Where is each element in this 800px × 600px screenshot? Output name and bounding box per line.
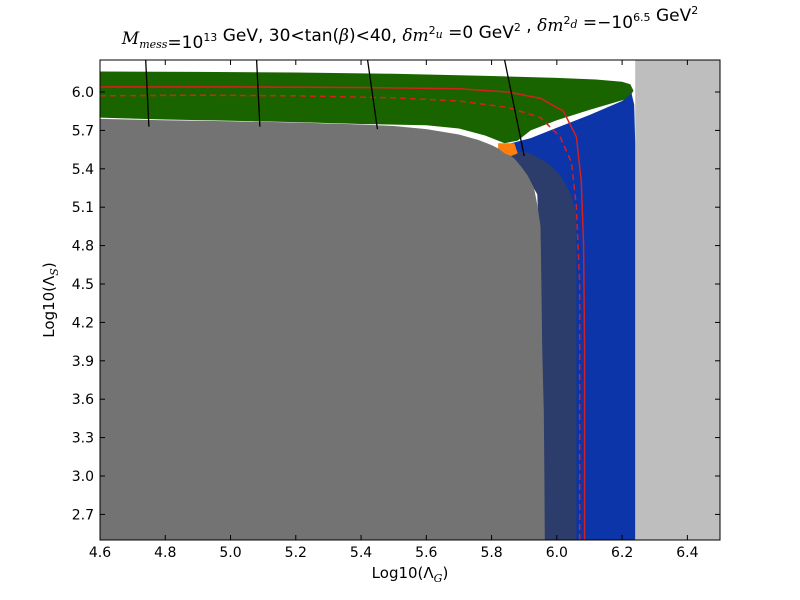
x-axis-ticks: 4.6 4.8 5.0 5.2 5.4 5.6 5.8 6.0 6.2 6.4 [89, 60, 699, 561]
x-tick-label: 5.0 [219, 545, 241, 561]
red-curve-0 [100, 86, 586, 540]
title-part: =0 GeV [443, 23, 515, 43]
title-part: , [521, 16, 537, 36]
plot-frame [99, 59, 721, 541]
y-tick-label: 5.4 [72, 162, 94, 178]
y-tick-label: 4.8 [72, 239, 94, 255]
title-part: 2 [563, 14, 570, 27]
title-part: d [570, 18, 577, 31]
light-gray-region-0 [635, 60, 720, 540]
title-part: 6.5 [633, 11, 651, 24]
region-layer [100, 60, 720, 540]
x-tick-label: 5.4 [350, 545, 372, 561]
x-tick-label: 6.2 [611, 545, 633, 561]
line-layer [100, 60, 586, 540]
orange-region-5 [498, 143, 518, 156]
gray-region-4 [100, 118, 545, 540]
x-tick-label: 5.2 [285, 545, 307, 561]
x-tick-label: 5.8 [480, 545, 502, 561]
y-tick-label: 6.0 [72, 85, 94, 101]
title-part: GeV, 30<tan( [217, 26, 339, 46]
title-part: =−10 [578, 13, 634, 33]
chart-title: Mmess=1013 GeV, 30<tan(β)<40, δm2u =0 Ge… [121, 4, 698, 53]
black-curve-3 [255, 60, 261, 127]
y-tick-label: 5.1 [72, 200, 94, 216]
x-tick-label: 5.6 [415, 545, 437, 561]
black-curve-2 [145, 60, 150, 127]
title-part: mess [139, 38, 168, 51]
title-part: δm [402, 26, 428, 46]
title-part: )<40, [349, 26, 402, 46]
y-tick-label: 2.7 [72, 507, 94, 523]
title-part: β [338, 26, 349, 46]
y-tick-label: 3.6 [72, 392, 94, 408]
x-tick-label: 6.0 [546, 545, 568, 561]
title-part: 13 [203, 31, 217, 44]
title-part: GeV [651, 6, 692, 26]
black-curve-4 [366, 60, 379, 130]
y-axis-label: Log10(ΛS) [40, 262, 61, 337]
y-tick-label: 4.5 [72, 277, 94, 293]
y-tick-label: 3.9 [72, 354, 94, 370]
y-tick-label: 5.7 [72, 123, 94, 139]
title-part: 2 [429, 24, 436, 37]
y-tick-label: 4.2 [72, 315, 94, 331]
x-tick-label: 4.6 [89, 545, 111, 561]
x-axis-label: Log10(ΛG) [372, 564, 449, 585]
y-tick-label: 3.3 [72, 431, 94, 447]
title-part: =10 [167, 33, 203, 53]
title-part: M [121, 29, 140, 49]
red-dashed-curve-1 [100, 94, 581, 540]
x-tick-label: 4.8 [154, 545, 176, 561]
y-tick-label: 3.0 [72, 469, 94, 485]
black-curve-5 [503, 60, 525, 157]
title-part: u [436, 28, 443, 41]
title-part: δm [537, 16, 563, 36]
title-part: 2 [691, 4, 698, 17]
y-axis-ticks: 2.7 3.0 3.3 3.6 3.9 4.2 4.5 4.8 5.1 5.4 5.7 6.0 [72, 85, 720, 523]
title-part: 2 [514, 21, 521, 34]
x-tick-label: 6.4 [676, 545, 698, 561]
green-region-1 [100, 71, 634, 144]
